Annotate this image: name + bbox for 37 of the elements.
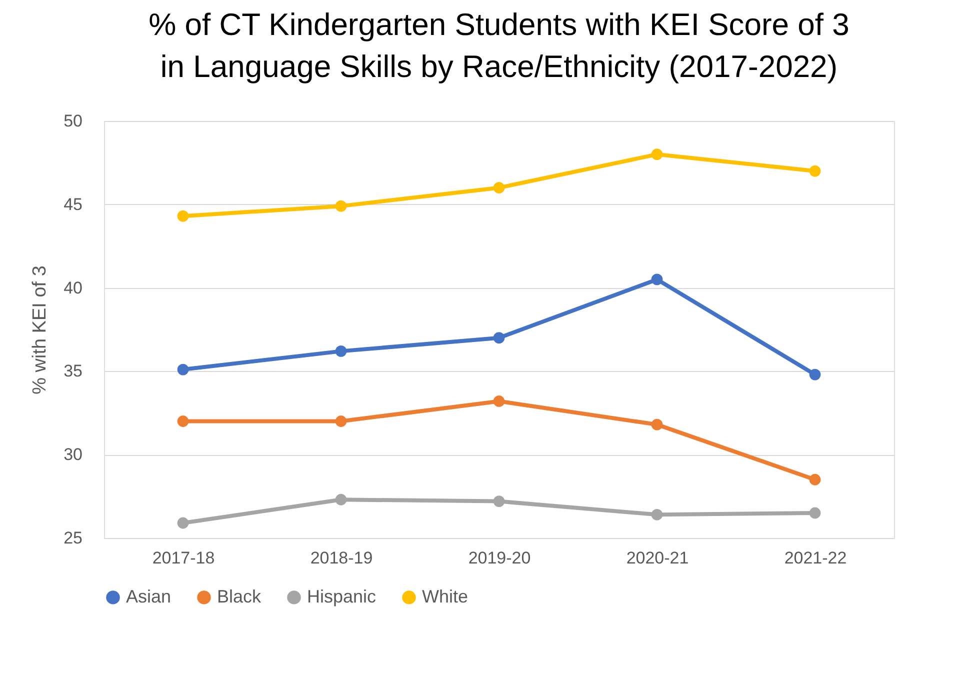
x-tick-label: 2017-18 xyxy=(152,548,215,568)
point xyxy=(493,182,505,194)
legend-label: Black xyxy=(217,586,262,606)
point xyxy=(651,274,663,286)
point xyxy=(335,200,347,212)
point xyxy=(809,368,821,380)
y-tick-label: 35 xyxy=(64,362,82,381)
y-tick-label: 25 xyxy=(64,528,82,548)
point xyxy=(177,517,189,529)
y-axis-title: % with KEI of 3 xyxy=(30,266,51,394)
point xyxy=(335,345,347,357)
point xyxy=(493,332,505,344)
point xyxy=(493,496,505,507)
x-tick-label: 2021-22 xyxy=(784,548,847,568)
point xyxy=(177,210,189,222)
chart-title: % of CT Kindergarten Students with KEI Score of 3 in Language Skills by Race/Ethnicity (2017-2022) xyxy=(148,7,850,84)
point xyxy=(335,494,347,506)
x-tick-label: 2020-21 xyxy=(626,548,689,568)
y-tick-label: 30 xyxy=(64,445,82,464)
point xyxy=(651,148,663,160)
y-tick-label: 45 xyxy=(64,194,82,214)
x-tick-label: 2018-19 xyxy=(310,548,373,568)
legend-label: White xyxy=(422,586,468,606)
y-tick-label: 50 xyxy=(64,112,82,130)
point xyxy=(809,165,821,177)
legend-label: Asian xyxy=(126,586,172,606)
point xyxy=(809,474,821,486)
point xyxy=(493,396,505,407)
legend-label: Hispanic xyxy=(307,586,376,606)
point xyxy=(809,507,821,519)
point xyxy=(335,416,347,427)
point xyxy=(177,416,189,427)
y-tick-label: 40 xyxy=(64,278,82,298)
point xyxy=(651,508,663,520)
point xyxy=(651,418,663,430)
x-tick-label: 2019-20 xyxy=(468,548,531,568)
point xyxy=(177,364,189,376)
